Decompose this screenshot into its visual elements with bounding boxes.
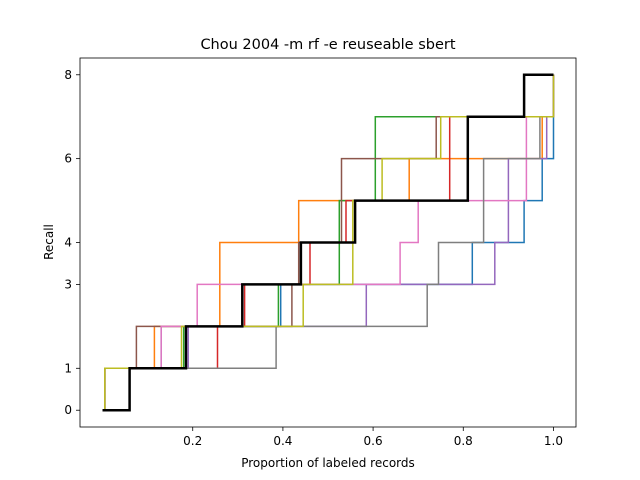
y-axis: 0 1 3 4 6 8 xyxy=(64,68,80,417)
x-axis-label: Proportion of labeled records xyxy=(241,456,415,470)
x-axis: 0.2 0.4 0.6 0.8 1.0 xyxy=(183,427,563,448)
y-tick-label: 4 xyxy=(64,236,72,250)
series-layer xyxy=(102,73,555,412)
y-tick-label: 1 xyxy=(64,361,72,375)
y-axis-label: Recall xyxy=(42,224,56,260)
x-tick-label: 0.8 xyxy=(454,434,473,448)
x-tick-label: 0.6 xyxy=(364,434,383,448)
series-line-10 xyxy=(102,73,554,412)
y-tick-label: 8 xyxy=(64,68,72,82)
x-tick-label: 0.2 xyxy=(183,434,202,448)
y-tick-label: 3 xyxy=(64,277,72,291)
y-tick-label: 6 xyxy=(64,152,72,166)
x-tick-label: 1.0 xyxy=(544,434,563,448)
x-tick-label: 0.4 xyxy=(273,434,292,448)
chart-title: Chou 2004 -m rf -e reuseable sbert xyxy=(200,37,455,53)
y-tick-label: 0 xyxy=(64,403,72,417)
